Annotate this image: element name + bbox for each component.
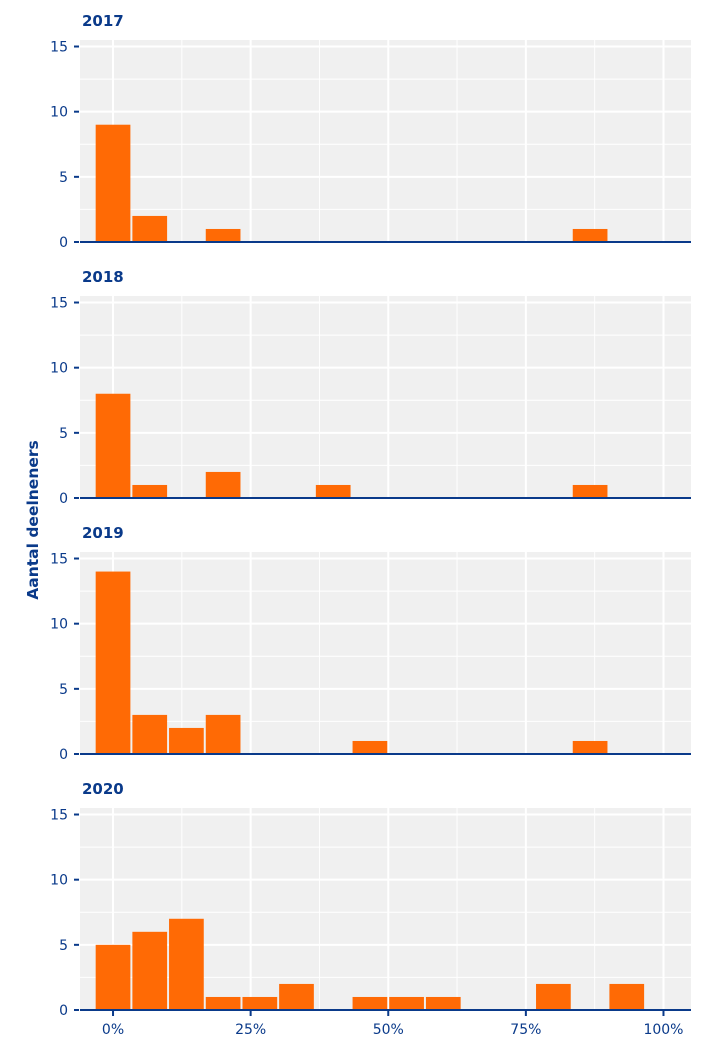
y-tick-label: 0 (59, 1003, 68, 1019)
y-tick-label: 10 (50, 617, 68, 633)
histogram-bar (572, 484, 608, 498)
y-tick-label: 5 (59, 426, 68, 442)
x-tick-label: 100% (643, 1022, 683, 1038)
y-axis-title: Aantal deelneners (24, 440, 42, 599)
panel-background (80, 552, 691, 754)
panel-title: 2020 (82, 780, 124, 798)
y-tick-label: 10 (50, 873, 68, 889)
histogram-bar (572, 740, 608, 754)
panel-title: 2018 (82, 268, 124, 286)
histogram-bar (609, 983, 645, 1010)
histogram-bar (132, 215, 168, 242)
y-tick-label: 15 (50, 40, 68, 56)
histogram-bar (205, 228, 241, 242)
histogram-bar (205, 714, 241, 754)
panel-title: 2017 (82, 12, 124, 30)
histogram-bar (279, 983, 314, 1010)
x-tick-label: 25% (235, 1022, 266, 1038)
histogram-bar (95, 393, 131, 498)
histogram-bar (95, 124, 131, 242)
x-tick-label: 75% (510, 1022, 541, 1038)
y-tick-label: 0 (59, 747, 68, 763)
y-tick-label: 15 (50, 808, 68, 824)
histogram-bar (352, 996, 388, 1010)
panel-2017: 2017 0 5 10 15 (50, 12, 691, 251)
histogram-bar (425, 996, 461, 1010)
histogram-bar (205, 471, 241, 498)
histogram-bar (536, 983, 571, 1010)
histogram-bar (205, 996, 241, 1010)
y-tick-label: 15 (50, 552, 68, 568)
y-tick-label: 5 (59, 938, 68, 954)
y-tick-label: 0 (59, 491, 68, 507)
histogram-bar (132, 714, 168, 754)
histogram-bar (169, 918, 204, 1010)
histogram-bar (95, 944, 131, 1010)
histogram-bar (315, 484, 351, 498)
x-tick-label: 50% (373, 1022, 404, 1038)
histogram-bar (95, 571, 131, 754)
panel-background (80, 296, 691, 498)
y-tick-label: 5 (59, 170, 68, 186)
histogram-bar (169, 727, 204, 754)
y-tick-label: 0 (59, 235, 68, 251)
histogram-bar (572, 228, 608, 242)
panel-2018: 2018 0 5 10 15 (50, 268, 691, 507)
panel-background (80, 40, 691, 242)
y-tick-label: 10 (50, 361, 68, 377)
panel-2020: 2020 0 5 10 15 (50, 780, 691, 1019)
histogram-bar (352, 740, 388, 754)
panel-2019: 2019 0 5 10 15 (50, 524, 691, 763)
y-tick-label: 10 (50, 105, 68, 121)
y-tick-label: 15 (50, 296, 68, 312)
y-tick-label: 5 (59, 682, 68, 698)
histogram-bar (132, 931, 168, 1010)
panel-title: 2019 (82, 524, 124, 542)
x-tick-label: 0% (102, 1022, 124, 1038)
histogram-bar (132, 484, 168, 498)
histogram-bar (389, 996, 424, 1010)
histogram-bar (242, 996, 278, 1010)
